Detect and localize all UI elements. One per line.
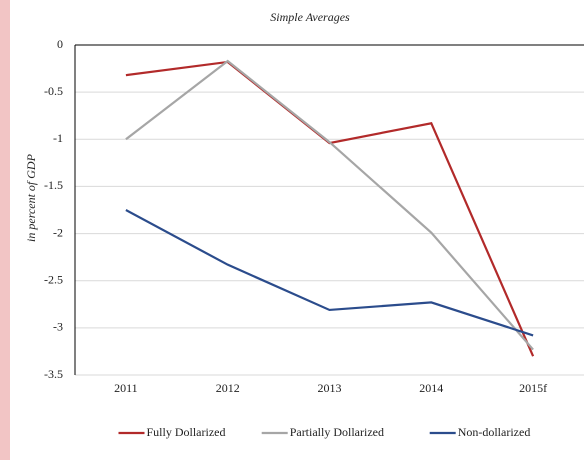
y-tick-label: -3.5 — [44, 367, 63, 381]
x-tick-label: 2011 — [114, 381, 138, 395]
y-axis-label: in percent of GDP — [24, 153, 38, 242]
y-tick-label: -2.5 — [44, 272, 63, 286]
y-tick-label: -1 — [53, 131, 63, 145]
side-strip — [0, 0, 10, 460]
x-tick-label: 2013 — [318, 381, 342, 395]
x-tick-label: 2015f — [519, 381, 547, 395]
chart-title: Simple Averages — [270, 10, 350, 24]
y-tick-label: -0.5 — [44, 84, 63, 98]
legend-label: Fully Dollarized — [147, 425, 226, 439]
legend-label: Non-dollarized — [458, 425, 531, 439]
series-line — [125, 59, 534, 351]
series-line — [125, 209, 534, 337]
y-tick-label: -3 — [53, 320, 63, 334]
x-tick-label: 2012 — [216, 381, 240, 395]
y-tick-label: 0 — [57, 37, 63, 51]
x-tick-label: 2014 — [419, 381, 443, 395]
y-tick-label: -1.5 — [44, 178, 63, 192]
y-tick-label: -2 — [53, 225, 63, 239]
legend-label: Partially Dollarized — [290, 425, 384, 439]
series-line — [125, 60, 535, 357]
